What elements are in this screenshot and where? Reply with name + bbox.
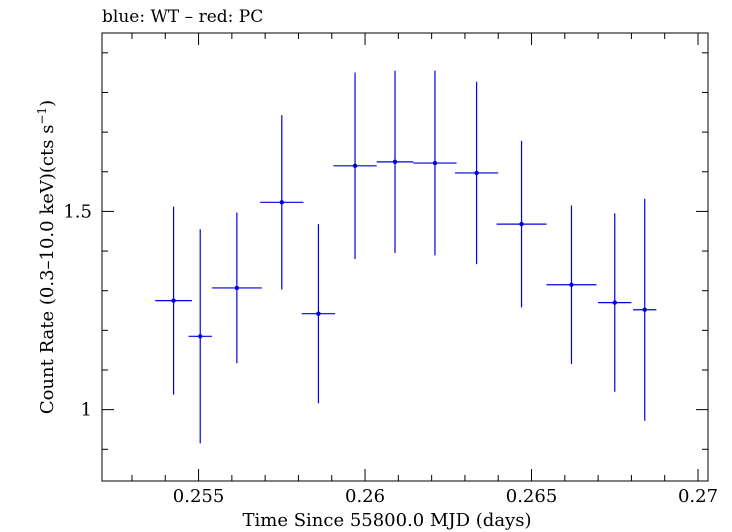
data-point-group	[333, 72, 377, 259]
y-tick-label: 1.5	[63, 201, 92, 222]
x-tick-label: 0.255	[173, 486, 225, 507]
data-point-group	[376, 70, 414, 254]
y-axis-label-sup: −1	[35, 107, 49, 125]
axis-ticks	[102, 33, 708, 481]
data-point-group	[413, 70, 457, 256]
chart-title: blue: WT – red: PC	[102, 7, 263, 27]
data-point-group	[454, 81, 499, 265]
x-tick-label: 0.26	[345, 486, 385, 507]
data-point-group	[188, 229, 212, 444]
data-point-group	[155, 206, 192, 395]
data-point	[234, 285, 240, 291]
x-axis-label: Time Since 55800.0 MJD (days)	[242, 510, 531, 531]
data-point	[171, 298, 176, 303]
y-axis-label: Count Rate (0.3–10.0 keV)(cts s−1)	[35, 100, 58, 414]
data-point	[432, 160, 438, 166]
data-point-group	[598, 213, 632, 392]
x-tick-label: 0.27	[678, 486, 718, 507]
data-point-group	[211, 212, 262, 364]
data-point-group	[301, 224, 336, 404]
data-point	[392, 159, 398, 165]
data-point-group	[496, 140, 547, 308]
y-axis-label-main: Count Rate (0.3–10.0 keV)(cts s	[37, 125, 58, 415]
data-point	[642, 307, 647, 312]
x-tick-label: 0.265	[506, 486, 558, 507]
data-point	[569, 282, 574, 287]
data-point-group	[546, 205, 597, 365]
data-points	[155, 70, 657, 444]
plot-frame	[101, 32, 709, 482]
data-point	[198, 334, 203, 339]
data-point	[352, 163, 358, 169]
data-point	[279, 200, 285, 205]
axis-tick-labels: 0.255 0.26 0.265 0.27 1 1.5	[63, 201, 718, 507]
data-point	[612, 300, 617, 305]
y-tick-label: 1	[81, 400, 92, 421]
y-axis-label-close: )	[37, 100, 58, 107]
data-point	[316, 311, 321, 316]
data-point	[474, 170, 479, 176]
data-point-group	[633, 198, 657, 421]
data-point-group	[260, 115, 304, 290]
data-point	[519, 221, 524, 227]
